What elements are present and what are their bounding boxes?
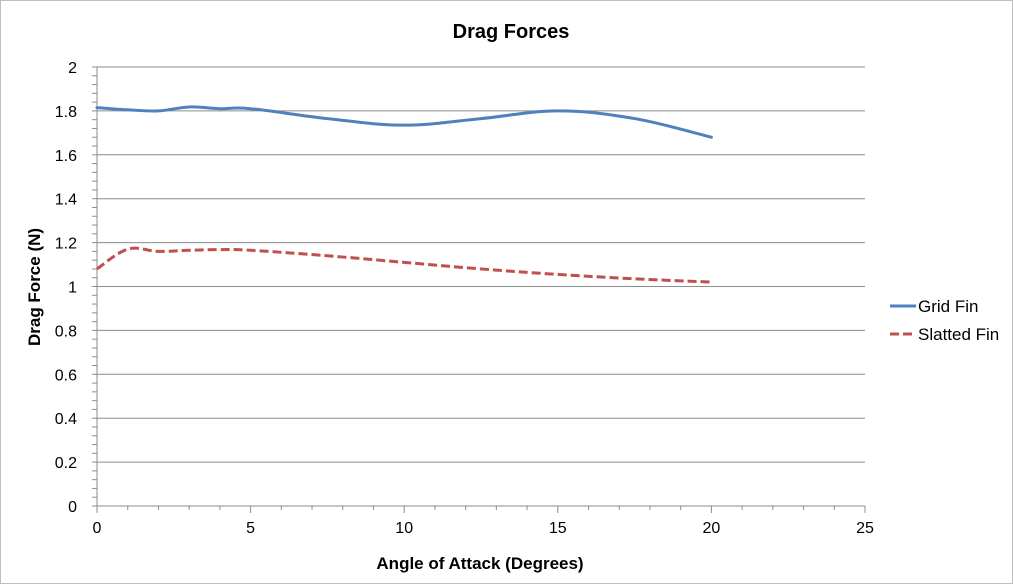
x-tick-label: 0 (93, 520, 102, 537)
y-axis-title: Drag Force (N) (25, 228, 44, 346)
x-tick-label: 10 (395, 520, 413, 537)
axes: 00.20.40.60.811.21.41.61.820 5 10 15 20 25 (55, 60, 874, 537)
y-tick-label: 0.8 (55, 323, 77, 340)
series-line-grid-fin (95, 105, 713, 139)
y-tick-label: 1 (68, 280, 77, 297)
x-tick-label: 25 (856, 520, 874, 537)
plot-series (95, 105, 713, 284)
y-tick-label: 2 (68, 60, 77, 77)
y-tick-label: 0.4 (55, 411, 77, 428)
legend-label: Grid Fin (918, 297, 978, 316)
series-line-slatted-fin (96, 246, 712, 284)
y-tick-label: 0.2 (55, 455, 77, 472)
x-tick-label: 20 (703, 520, 721, 537)
y-tick-label: 1.2 (55, 236, 77, 253)
y-tick-label: 1.6 (55, 148, 77, 165)
legend-label: Slatted Fin (918, 325, 999, 344)
y-tick-label: 0 (68, 499, 77, 516)
gridlines (97, 66, 865, 463)
legend: Grid Fin Slatted Fin (890, 297, 999, 344)
y-tick-label: 1.4 (55, 192, 77, 209)
x-axis-title: Angle of Attack (Degrees) (376, 554, 583, 573)
y-tick-label: 1.8 (55, 104, 77, 121)
y-tick-label: 0.6 (55, 367, 77, 384)
chart-title: Drag Forces (453, 21, 570, 43)
x-tick-label: 5 (246, 520, 255, 537)
x-tick-label: 15 (549, 520, 567, 537)
